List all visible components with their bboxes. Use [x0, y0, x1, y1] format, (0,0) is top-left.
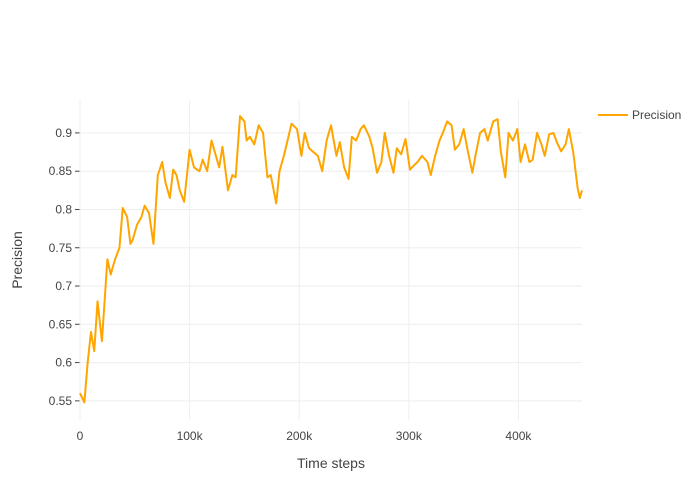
y-tick-label: 0.8: [55, 202, 72, 216]
y-tick-label: 0.9: [55, 126, 72, 140]
y-tick-label: 0.85: [49, 164, 73, 178]
y-tick-label: 0.55: [49, 394, 73, 408]
x-tick-label: 200k: [286, 429, 313, 443]
legend-label: Precision: [632, 108, 681, 122]
y-tick-label: 0.65: [49, 317, 73, 331]
y-axis-title: Precision: [9, 231, 25, 289]
line: [79, 115, 583, 404]
x-tick-label: 0: [77, 429, 84, 443]
x-tick-label: 400k: [505, 429, 532, 443]
y-tick-label: 0.6: [55, 356, 72, 370]
x-tick-label: 300k: [396, 429, 423, 443]
y-tick-label: 0.7: [55, 279, 72, 293]
x-tick-label: 100k: [177, 429, 204, 443]
x-axis-title: Time steps: [297, 455, 365, 471]
y-tick-label: 0.75: [49, 241, 73, 255]
